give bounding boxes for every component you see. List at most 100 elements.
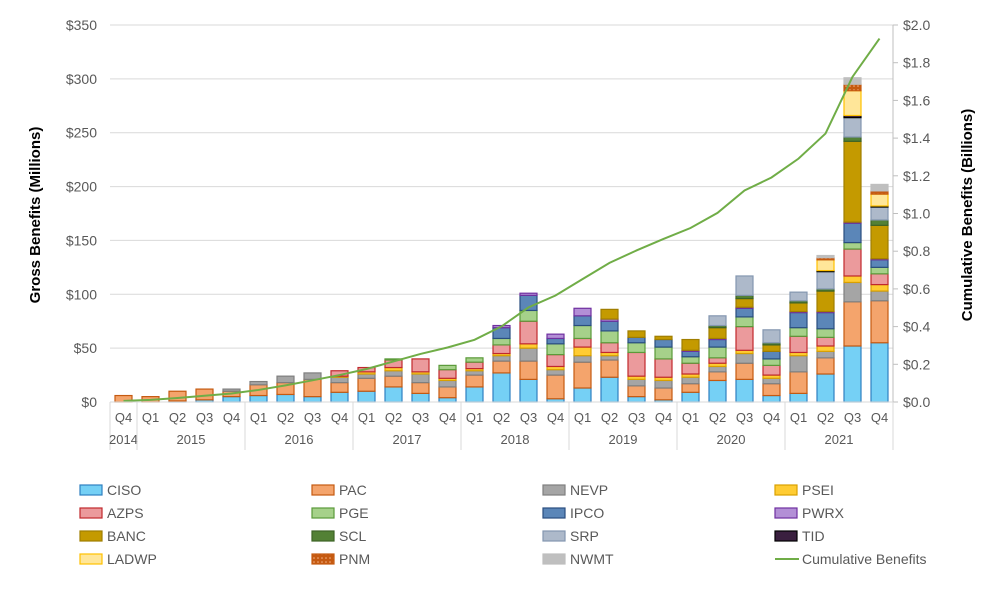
x-tick-quarter: Q1	[790, 410, 807, 425]
y-axis-title: Gross Benefits (Millions)	[27, 127, 44, 304]
bar-segment-ipco	[681, 350, 700, 358]
legend-swatch	[79, 553, 103, 565]
bar-segment-azps	[600, 342, 619, 354]
bar-segment-pac	[465, 374, 484, 388]
bar-segment-nevp	[438, 379, 457, 388]
gridlines	[110, 24, 893, 349]
bar-segment-ipco	[546, 337, 565, 345]
bar-segment-ciso	[438, 397, 457, 403]
bar-segment-ipco	[816, 311, 835, 330]
y-tick-label: $250	[66, 125, 97, 141]
bar-segment-banc	[681, 338, 700, 351]
bar-segment-ciso	[762, 394, 781, 403]
bar-segment-azps	[546, 354, 565, 368]
bar-segment-azps	[438, 369, 457, 379]
legend-item-psei: PSEI	[774, 482, 834, 498]
y2-tick-label: $0.4	[903, 319, 930, 335]
bar-segment-ciso	[816, 373, 835, 403]
bar-segment-ciso	[735, 378, 754, 403]
bar-segment-pge	[681, 356, 700, 364]
x-tick-quarter: Q2	[493, 410, 510, 425]
legend-item-azps: AZPS	[79, 505, 144, 521]
bar-segment-nevp	[384, 370, 403, 377]
bar-segment-pac	[600, 359, 619, 378]
bar-segment-pac	[735, 362, 754, 380]
y2-tick-label: $0.2	[903, 356, 930, 372]
bar-segment-banc	[654, 335, 673, 341]
y2-tick-label: $0.0	[903, 394, 930, 410]
bar-segment-pge	[627, 342, 646, 354]
x-tick-quarter: Q2	[817, 410, 834, 425]
legend-item-pwrx: PWRX	[774, 505, 845, 521]
bar-segment-nevp	[249, 380, 268, 386]
x-tick-year: 2014	[109, 432, 138, 447]
bar-segment-pge	[600, 330, 619, 344]
legend-swatch	[774, 530, 798, 542]
bar-segment-banc	[843, 140, 862, 223]
legend-swatch	[79, 530, 103, 542]
cumulative-benefits-line	[123, 37, 881, 402]
bar-segment-pge	[708, 346, 727, 359]
bar-segment-nevp	[276, 375, 295, 384]
bar-segment-pwrx	[546, 333, 565, 340]
bar-segment-banc	[870, 224, 889, 260]
bar-segment-ipco	[654, 338, 673, 348]
x-tick-quarter: Q4	[763, 410, 780, 425]
legend-swatch	[311, 530, 335, 542]
x-tick-quarter: Q1	[574, 410, 591, 425]
bar-segment-ciso	[627, 396, 646, 403]
legend-item-scl: SCL	[311, 528, 366, 544]
bar-segment-azps	[654, 358, 673, 378]
x-tick-quarter: Q3	[628, 410, 645, 425]
legend-swatch	[311, 507, 335, 519]
bar-segment-psei	[816, 345, 835, 352]
x-tick-quarter: Q1	[466, 410, 483, 425]
legend-label: AZPS	[107, 505, 144, 521]
y2-tick-label: $0.6	[903, 281, 930, 297]
bar-segment-pac	[519, 360, 538, 380]
bar-segment-pac	[627, 385, 646, 398]
bar-segment-ciso	[708, 379, 727, 403]
y2-tick-label: $0.8	[903, 243, 930, 259]
y2-axis-title: Cumulative Benefits (Billions)	[959, 109, 976, 322]
x-tick-year: 2015	[177, 432, 206, 447]
bar-segment-ipco	[600, 320, 619, 332]
bar-segment-azps	[573, 337, 592, 348]
bar-segment-pac	[708, 371, 727, 382]
legend-label: PAC	[339, 482, 367, 498]
bar-segment-azps	[519, 320, 538, 345]
legend-item-pac: PAC	[311, 482, 367, 498]
bar-segment-pac	[492, 360, 511, 374]
bars	[114, 77, 889, 403]
bar-segment-pac	[816, 357, 835, 375]
legend-label: NEVP	[570, 482, 608, 498]
bar-segment-nevp	[411, 373, 430, 384]
legend-item-nwmt: NWMT	[542, 551, 614, 567]
x-tick-quarter: Q1	[250, 410, 267, 425]
bar-segment-pac	[168, 390, 187, 402]
bar-segment-banc	[627, 330, 646, 338]
bar-segment-ciso	[465, 386, 484, 403]
legend-item-banc: BANC	[79, 528, 146, 544]
bar-segment-pge	[573, 324, 592, 340]
bar-segment-nevp	[492, 355, 511, 362]
legend-label: SCL	[339, 528, 366, 544]
x-tick-quarter: Q4	[331, 410, 348, 425]
bar-segment-ciso	[303, 396, 322, 403]
legend-label: PGE	[339, 505, 369, 521]
bar-segment-banc	[816, 290, 835, 313]
bar-segment-ciso	[384, 386, 403, 403]
bar-segment-nevp	[762, 377, 781, 385]
bar-segment-ipco	[870, 259, 889, 268]
x-tick-quarter: Q2	[709, 410, 726, 425]
x-tick-quarter: Q3	[736, 410, 753, 425]
bar-segment-pac	[384, 375, 403, 388]
bar-segment-ciso	[276, 393, 295, 403]
bar-segment-ipco	[789, 311, 808, 329]
bar-segment-ipco	[573, 315, 592, 327]
bar-segment-psei	[519, 343, 538, 349]
bar-segment-nevp	[789, 355, 808, 373]
bar-segment-ciso	[330, 391, 349, 403]
bar-segment-nevp	[600, 355, 619, 361]
bar-segment-azps	[627, 351, 646, 377]
